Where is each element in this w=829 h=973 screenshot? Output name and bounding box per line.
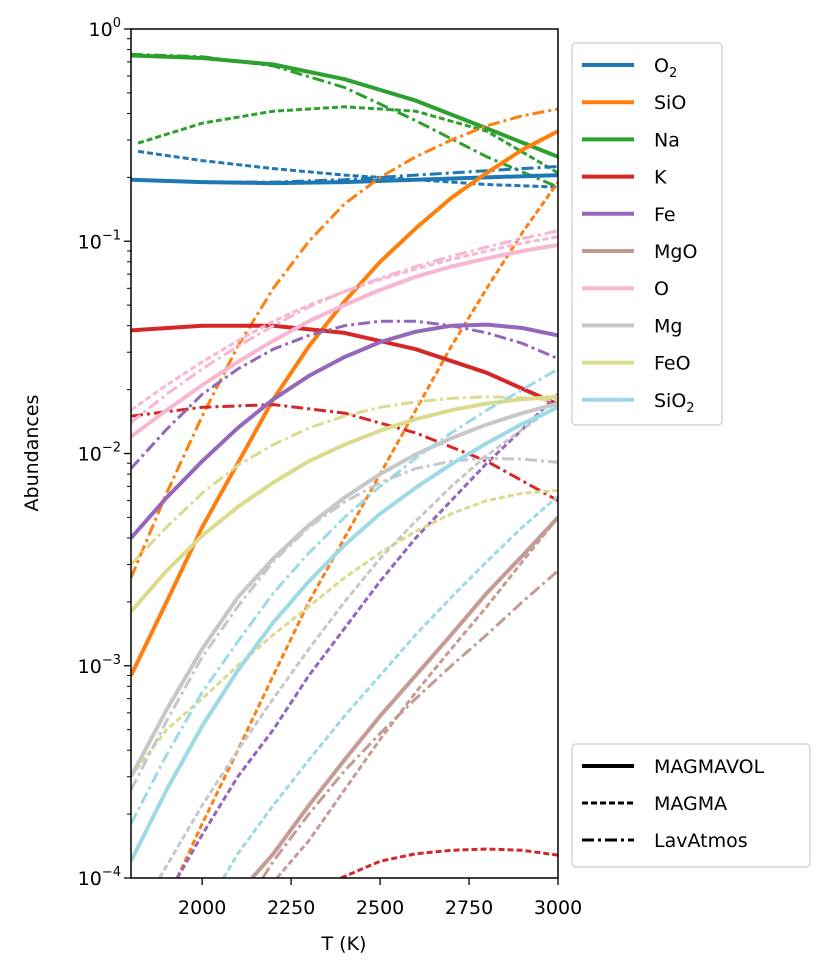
series-k-magma xyxy=(340,847,558,878)
x-axis-label: T (K) xyxy=(321,933,367,955)
series-mg-magmavol xyxy=(131,401,558,778)
y-tick-label: 10−4 xyxy=(78,865,121,890)
legend-label-mg: Mg xyxy=(654,315,682,337)
series-na-magma xyxy=(137,105,558,175)
series-k-magmavol xyxy=(131,323,558,407)
model-legend: MAGMAVOL MAGMA LavAtmos xyxy=(571,743,811,868)
series-o2-magma xyxy=(137,149,558,189)
legend-label-mgo: MgO xyxy=(654,241,697,263)
series-mg-lavatmos xyxy=(131,456,558,791)
legend-label-lavatmos: LavAtmos xyxy=(654,830,748,852)
series-fe-magma xyxy=(175,393,558,878)
series-mg-magma xyxy=(158,403,558,878)
model-legend-box xyxy=(571,743,811,868)
series-feo-lavatmos xyxy=(131,395,558,566)
plot-frame xyxy=(130,28,559,879)
x-axis: 2000 2250 2500 2750 3000 xyxy=(178,878,582,919)
series-sio-magma xyxy=(175,181,558,878)
series-feo-magma xyxy=(131,488,558,778)
series-o-magma xyxy=(131,235,558,412)
legend-label-magmavol: MAGMAVOL xyxy=(654,756,765,778)
legend-label-sio: SiO xyxy=(654,92,686,114)
series-sio-magmavol xyxy=(131,129,558,677)
series-feo-magmavol xyxy=(131,394,558,613)
series-sio2-magmavol xyxy=(131,405,558,863)
series-mgo-lavatmos xyxy=(261,569,558,878)
legend-label-na: Na xyxy=(654,129,680,151)
series-mgo-magmavol xyxy=(250,516,558,878)
series-sio2-lavatmos xyxy=(131,367,558,825)
y-tick-label: 10−3 xyxy=(78,653,121,678)
series-fe-lavatmos xyxy=(131,319,558,470)
legend-label-feo: FeO xyxy=(654,353,691,375)
legend-label-fe: Fe xyxy=(654,204,676,226)
legend-label-k: K xyxy=(654,167,667,189)
legend-label-magma: MAGMA xyxy=(654,793,727,815)
x-tick-label: 2250 xyxy=(267,897,315,919)
series-na-lavatmos xyxy=(131,52,558,189)
series-sio2-magma xyxy=(222,494,558,878)
series-o-lavatmos xyxy=(131,229,558,424)
series-mgo-magma xyxy=(275,516,558,878)
series-k-lavatmos xyxy=(131,403,558,502)
x-tick-label: 2500 xyxy=(356,897,404,919)
series-layer xyxy=(131,52,558,878)
y-tick-label: 100 xyxy=(89,16,121,41)
series-o-magmavol xyxy=(131,243,558,439)
y-tick-label: 10−2 xyxy=(78,441,121,466)
legend-label-o: O xyxy=(654,278,669,300)
y-axis-label: Abundances xyxy=(21,395,43,512)
x-tick-label: 2750 xyxy=(445,897,493,919)
y-tick-label: 10−1 xyxy=(78,228,121,253)
y-axis: 100 10−1 10−2 10−3 10−4 xyxy=(78,16,131,890)
x-tick-label: 2000 xyxy=(178,897,226,919)
series-fe-magmavol xyxy=(131,322,558,540)
x-tick-label: 3000 xyxy=(534,897,582,919)
